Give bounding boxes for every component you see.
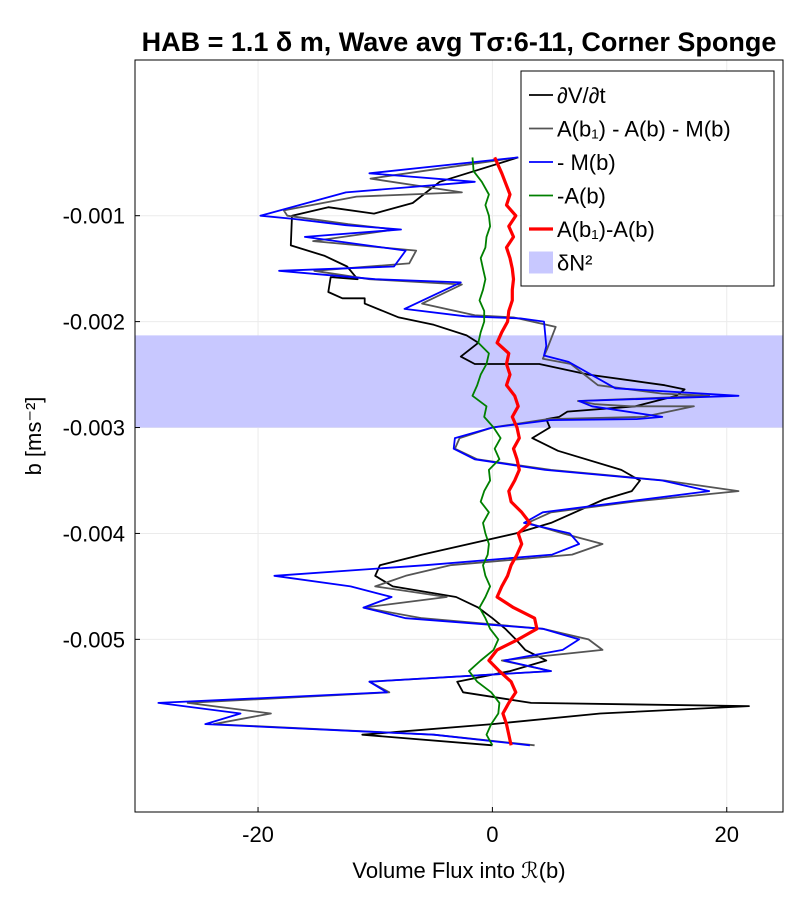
legend: ∂V/∂t A(b₁) - A(b) - M(b) - M(b) -A(b) A(b₁)…	[520, 70, 775, 287]
series-line-2	[157, 156, 740, 747]
series-line-3	[468, 157, 502, 746]
legend-label: ∂V/∂t	[557, 83, 606, 108]
series-line-4	[487, 156, 539, 746]
delta-n2-band	[135, 335, 783, 428]
y-tick-label: -0.003	[63, 416, 125, 441]
chart-title: HAB = 1.1 δ m, Wave avg Tσ:6-11, Corner …	[142, 27, 777, 57]
legend-label: -A(b)	[557, 184, 606, 209]
legend-label: - M(b)	[557, 150, 616, 175]
x-tick-label: 20	[715, 822, 739, 847]
legend-label: A(b₁) - A(b) - M(b)	[557, 117, 731, 142]
legend-label: δN²	[557, 251, 592, 276]
y-tick-label: -0.005	[63, 627, 125, 652]
plot-content	[135, 60, 783, 812]
legend-swatch	[529, 251, 553, 274]
y-axis-label: b [ms⁻²]	[21, 397, 46, 476]
legend-box	[520, 70, 775, 287]
y-tick-label: -0.004	[63, 521, 125, 546]
legend-label: A(b₁)-A(b)	[557, 217, 655, 242]
y-tick-label: -0.002	[63, 310, 125, 335]
x-tick-label: -20	[242, 822, 274, 847]
x-tick-label: 0	[486, 822, 498, 847]
y-tick-label: -0.001	[63, 204, 125, 229]
plot-frame	[134, 59, 784, 813]
plot-area: -20 0 20 -0.001 -0.002 -0.003 -0.004 -0.005	[63, 59, 784, 847]
x-axis-label: Volume Flux into ℛ(b)	[352, 858, 565, 883]
